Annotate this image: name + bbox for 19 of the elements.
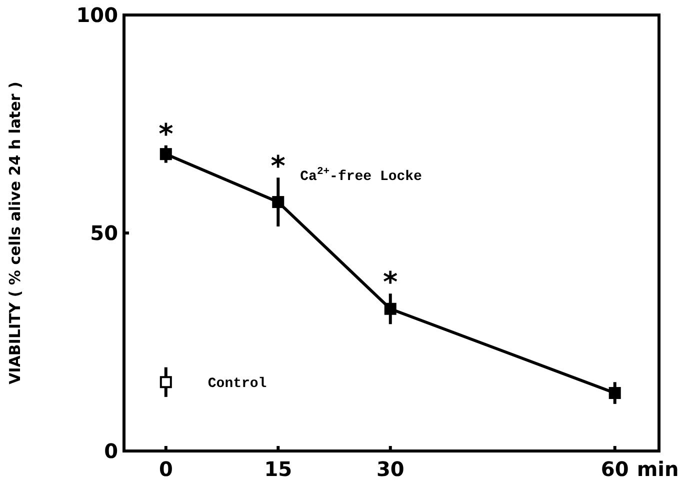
x-tick-label: 60 [600,457,629,481]
point [272,196,284,208]
annotation: * [158,117,174,150]
y-tick-label: 50 [90,221,118,245]
x-tick-label: 30 [376,457,404,481]
y-tick-label: 0 [104,439,118,463]
annotation: * [383,266,398,299]
x-tick-label: 0 [158,457,173,481]
text: Control [208,376,267,392]
point [384,302,396,315]
x-axis-title: min [636,457,679,481]
y-tick-label: 100 [76,3,118,27]
series-label: Ca$^{2+}$-free Locke [300,166,422,186]
x-tick-label: 15 [264,457,292,481]
y-axis-title: VIABILITY ( % cells alive 24 h later ) [6,82,24,384]
point [160,148,172,160]
annotation: * [270,150,286,183]
point [608,387,621,400]
point [160,376,172,388]
